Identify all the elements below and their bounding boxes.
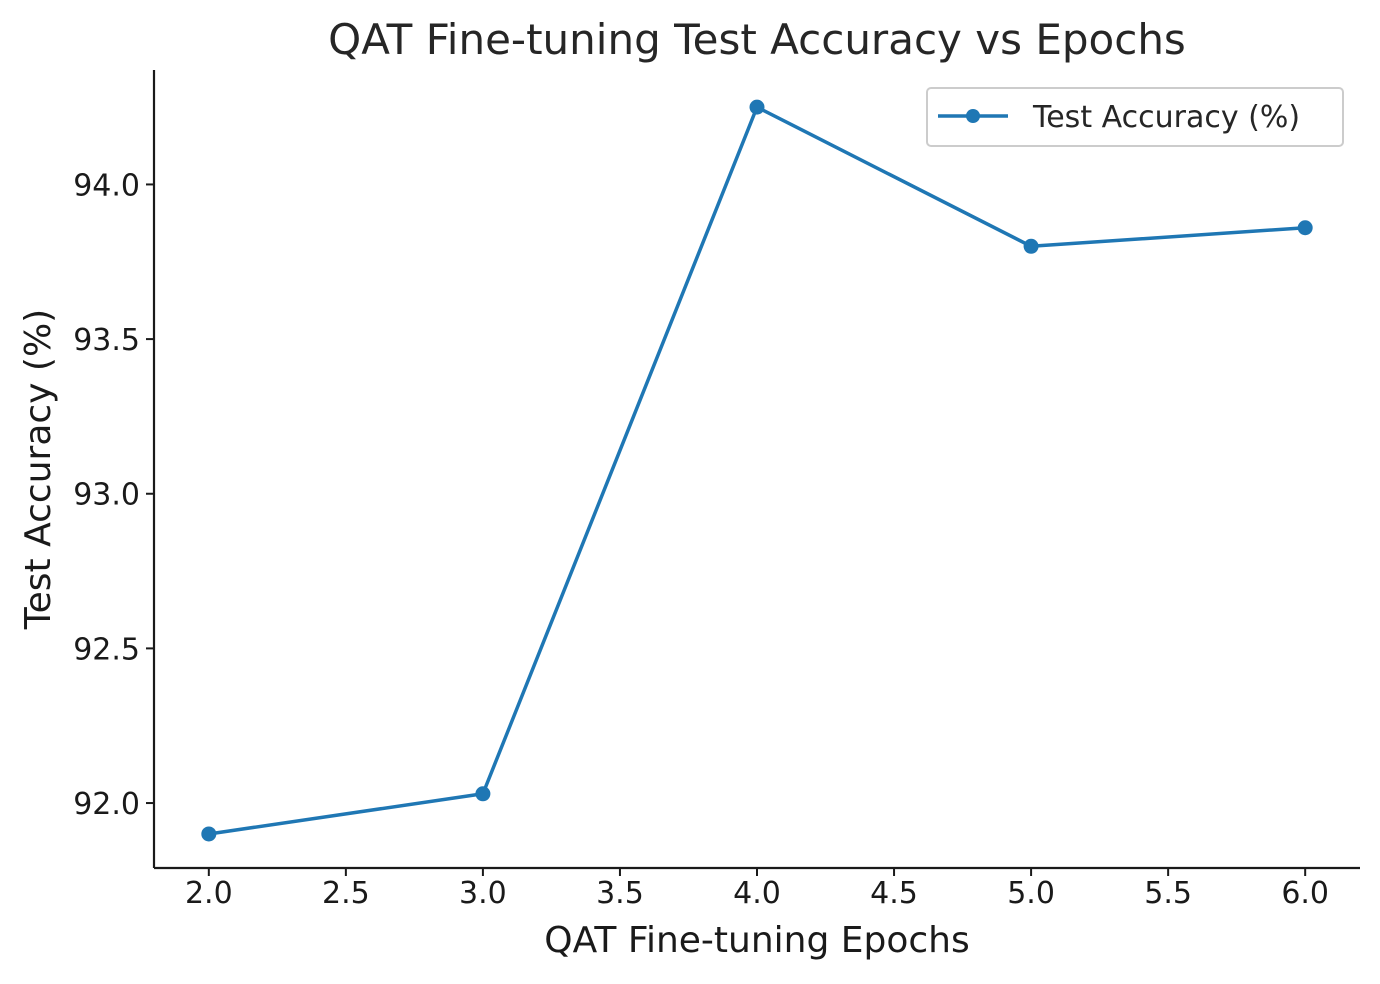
chart-title: QAT Fine-tuning Test Accuracy vs Epochs	[328, 15, 1186, 64]
x-tick-label: 2.0	[185, 876, 233, 911]
x-axis-label: QAT Fine-tuning Epochs	[544, 920, 970, 961]
axes	[152, 70, 1360, 870]
data-point	[1023, 238, 1039, 254]
legend-label: Test Accuracy (%)	[1032, 100, 1300, 135]
x-tick-label: 6.0	[1281, 876, 1329, 911]
x-tick-label: 3.0	[459, 876, 507, 911]
y-tick-label: 92.5	[73, 632, 140, 667]
x-tick-label: 5.5	[1144, 876, 1192, 911]
data-point	[749, 99, 765, 115]
y-tick-label: 93.0	[73, 478, 140, 513]
data-point	[201, 826, 217, 842]
legend: Test Accuracy (%)	[926, 87, 1344, 147]
y-tick-label: 92.0	[73, 787, 140, 822]
data-point	[1297, 220, 1313, 236]
series-layer	[201, 99, 1313, 842]
data-point	[475, 786, 491, 802]
x-tick-label: 5.0	[1007, 876, 1055, 911]
x-tick-label: 4.5	[870, 876, 918, 911]
y-ticks: 92.0 92.5 93.0 93.5 94.0	[73, 168, 154, 822]
x-tick-label: 3.5	[596, 876, 644, 911]
legend-box	[926, 87, 1344, 147]
x-tick-label: 2.5	[322, 876, 370, 911]
y-tick-label: 94.0	[73, 168, 140, 203]
series-line	[208, 105, 1306, 836]
x-tick-label: 4.0	[733, 876, 781, 911]
legend-marker-swatch	[966, 109, 980, 123]
y-tick-label: 93.5	[73, 323, 140, 358]
y-axis-label: Test Accuracy (%)	[18, 309, 59, 630]
x-ticks: 2.0 2.5 3.0 3.5 4.0 4.5 5.0 5.5 6.0	[185, 868, 1329, 911]
